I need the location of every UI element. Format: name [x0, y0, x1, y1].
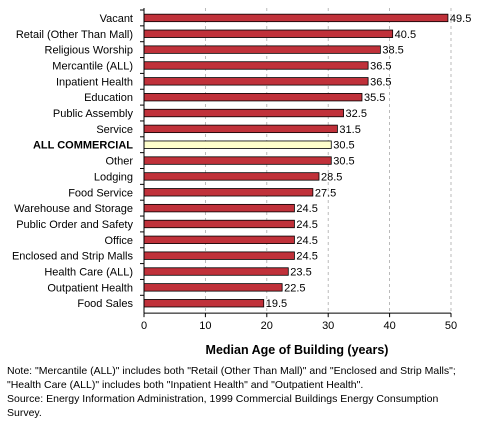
category-label: ALL COMMERCIAL [33, 140, 133, 152]
value-label: 27.5 [315, 187, 336, 199]
category-label: Food Sales [77, 298, 133, 310]
category-label: Outpatient Health [47, 282, 133, 294]
x-tick-label: 0 [141, 320, 147, 332]
value-label: 24.5 [296, 219, 317, 231]
category-label: Vacant [100, 13, 133, 25]
category-labels: Vacant Retail (Other Than Mall) Religious … [12, 13, 134, 310]
bar [143, 45, 381, 54]
bar [143, 219, 295, 229]
value-label: 22.5 [284, 282, 305, 294]
value-label: 24.5 [296, 203, 317, 215]
x-tick-label: 20 [261, 320, 273, 332]
category-label: Religious Worship [45, 45, 133, 57]
value-label: 23.5 [290, 267, 311, 279]
value-label: 49.5 [450, 13, 471, 25]
bar [143, 235, 295, 244]
value-label: 28.5 [321, 171, 342, 183]
value-label: 35.5 [364, 92, 385, 104]
x-tick-label: 50 [445, 320, 457, 332]
value-label: 30.5 [333, 156, 354, 168]
footnote: Note: "Mercantile (ALL)" includes both "… [7, 364, 475, 420]
bar [143, 267, 289, 276]
value-label: 30.5 [333, 140, 354, 152]
category-label: Public Assembly [53, 108, 134, 120]
value-label: 24.5 [296, 235, 317, 247]
value-label: 38.5 [382, 45, 403, 57]
category-label: Enclosed and Strip Malls [12, 251, 134, 263]
category-label: Food Service [68, 187, 133, 199]
bar [143, 61, 369, 70]
bar [143, 108, 344, 118]
value-label: 40.5 [395, 29, 416, 41]
bar [143, 251, 295, 260]
category-label: Health Care (ALL) [44, 267, 133, 279]
note-line-1: Note: "Mercantile (ALL)" includes both "… [7, 365, 456, 377]
note-line-4: Survey. [7, 407, 42, 419]
bar [143, 77, 369, 86]
category-label: Education [84, 92, 133, 104]
category-label: Inpatient Health [56, 76, 133, 88]
category-label: Other [105, 156, 133, 168]
bar-chart: Vacant Retail (Other Than Mall) Religious … [12, 8, 472, 357]
note-line-3: Source: Energy Information Administratio… [7, 393, 439, 405]
x-tick-label: 40 [383, 320, 395, 332]
value-label: 31.5 [339, 124, 360, 136]
x-axis-label: Median Age of Building (years) [206, 343, 389, 357]
note-line-2: "Health Care (ALL)" includes both "Inpat… [7, 379, 364, 391]
category-label: Retail (Other Than Mall) [16, 29, 133, 41]
x-tick-label: 10 [199, 320, 211, 332]
value-label: 32.5 [346, 108, 367, 120]
value-label: 36.5 [370, 76, 391, 88]
bar [143, 140, 332, 149]
category-label: Lodging [94, 171, 133, 183]
value-labels: 49.5 40.5 38.5 36.5 36.5 35.5 32.5 31.5 30.5 30.5… [266, 13, 472, 310]
bars [143, 13, 449, 308]
category-label: Service [96, 124, 133, 136]
bar [143, 188, 314, 197]
bar [143, 203, 295, 213]
bar [143, 93, 363, 102]
value-label: 19.5 [266, 298, 287, 310]
bar [143, 156, 332, 165]
bar [143, 13, 449, 23]
x-tick-labels: 0 10 20 30 40 50 [141, 320, 457, 332]
bar [143, 299, 265, 308]
category-label: Office [104, 235, 133, 247]
bar [143, 29, 394, 38]
bar [143, 172, 320, 181]
value-label: 36.5 [370, 60, 391, 72]
bar [143, 283, 283, 292]
axes [140, 8, 452, 318]
category-label: Warehouse and Storage [14, 203, 133, 215]
x-tick-label: 30 [322, 320, 334, 332]
category-label: Mercantile (ALL) [52, 60, 133, 72]
bar [143, 124, 338, 134]
value-label: 24.5 [296, 251, 317, 263]
category-label: Public Order and Safety [16, 219, 133, 231]
